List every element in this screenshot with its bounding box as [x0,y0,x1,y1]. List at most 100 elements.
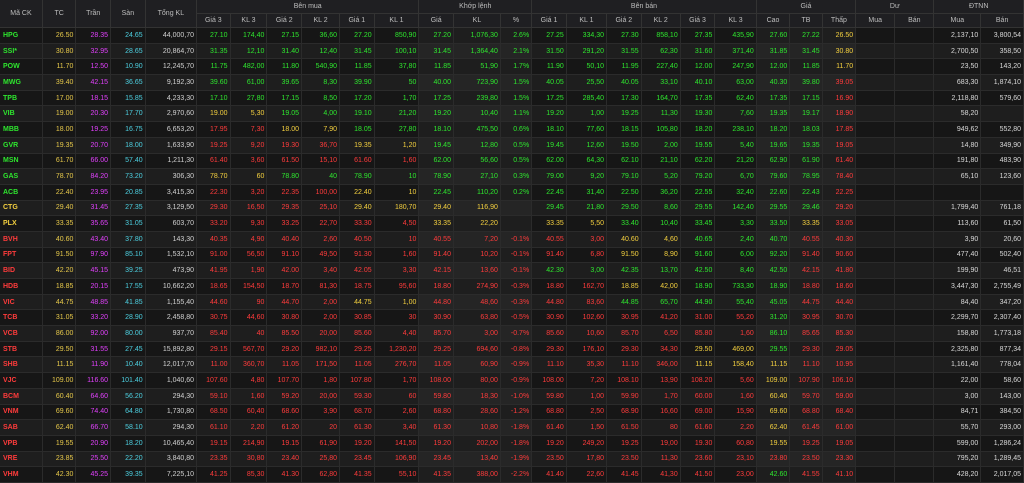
table-row[interactable]: SSI* 30.80 32.95 28.65 20,864,70 31.35 12,10 31… [0,43,1024,60]
symbol-cell[interactable]: BCM [0,388,43,405]
table-row[interactable]: STB 29.50 31.55 27.45 15,892,80 29.15 567,70 29… [0,341,1024,358]
col-high[interactable]: Cao [756,13,791,28]
col-sell-vol-3[interactable]: KL 3 [714,13,757,28]
table-row[interactable]: VIB 19.00 20.30 17.70 2,970,60 19.00 5,30 19.05… [0,105,1024,123]
table-row[interactable]: SAB 62.40 66.70 58.10 294,30 61.10 2,20 61.20 20… [0,419,1024,436]
symbol-cell[interactable]: STB [0,341,43,358]
symbol-cell[interactable]: VNM [0,404,43,421]
table-row[interactable]: VJC 109.00 116.60 101.40 1,040,60 107.60 4,80 1… [0,372,1024,389]
symbol-cell[interactable]: HDB [0,278,43,295]
col-total-volume[interactable]: Tổng KL [145,0,198,28]
col-average[interactable]: TB [789,13,823,28]
symbol-cell[interactable]: PLX [0,215,43,232]
buy-vol-2-cell: 22,70 [301,215,341,232]
col-low[interactable]: Thấp [822,13,857,28]
col-buy-vol-2[interactable]: KL 2 [301,13,341,28]
sell-vol-3-cell: 469,00 [714,341,757,358]
col-foreign-sell[interactable]: Bán [980,13,1024,28]
buy-vol-1-cell: 95,60 [374,278,420,295]
col-symbol[interactable]: Mã CK [0,0,43,28]
col-sell-price-1[interactable]: Giá 1 [531,13,567,28]
col-sell-price-2[interactable]: Giá 2 [606,13,642,28]
symbol-cell[interactable]: GVR [0,137,43,154]
table-row[interactable]: CTG 29.40 31.45 27.35 3,129,50 29.30 16,50 29.3… [0,200,1024,217]
foreign-sell-cell: 1,874,10 [980,74,1024,91]
table-row[interactable]: MSN 61.70 66.00 57.40 1,211,30 61.40 3,60 61.50… [0,153,1024,170]
table-row[interactable]: FPT 91.50 97.90 85.10 1,532,10 91.00 56,50 91.1… [0,247,1024,264]
symbol-cell[interactable]: VCB [0,325,43,342]
table-row[interactable]: HPG 26.50 28.35 24.65 44,000,70 27.10 174,40 27… [0,27,1024,44]
sell-price-2-cell: 33.40 [606,215,642,232]
remaining-sell-cell [894,168,935,185]
col-buy-vol-3[interactable]: KL 3 [230,13,268,28]
table-row[interactable]: ACB 22.40 23.95 20.85 3,415,30 22.30 3,20 22.35… [0,184,1024,201]
ceiling-price-cell: 20.15 [75,278,112,295]
symbol-cell[interactable]: HPG [0,27,43,44]
col-buy-price-1[interactable]: Giá 1 [339,13,375,28]
table-row[interactable]: TCB 31.05 33.20 28.90 2,458,80 30.75 44,60 30.8… [0,309,1024,327]
symbol-cell[interactable]: TCB [0,309,43,327]
symbol-cell[interactable]: TPB [0,90,43,107]
buy-vol-2-cell: 540,90 [301,58,341,76]
col-floor[interactable]: Sàn [110,0,146,28]
col-match-price[interactable]: Giá [418,13,454,28]
table-row[interactable]: HDB 18.85 20.15 17.55 10,662,20 18.65 154,50 18… [0,278,1024,295]
symbol-cell[interactable]: SSI* [0,43,43,60]
symbol-cell[interactable]: VIB [0,105,43,123]
table-row[interactable]: BCM 60.40 64.60 56.20 294,30 59.10 1,60 59.20 20… [0,388,1024,405]
high-price-cell: 18.20 [756,121,791,138]
table-row[interactable]: PLX 33.35 35.65 31.05 603,70 33.20 9,30 33.25 22… [0,215,1024,232]
symbol-cell[interactable]: VIC [0,294,43,311]
col-remaining-buy[interactable]: Mua [855,13,896,28]
symbol-cell[interactable]: GAS [0,168,43,185]
table-row[interactable]: BVH 40.60 43.40 37.80 143,30 40.35 4,90 40.40 2,… [0,231,1024,248]
symbol-cell[interactable]: MBB [0,121,43,138]
ceiling-price-cell: 12.50 [75,58,112,76]
table-row[interactable]: VPB 19.55 20.90 18.20 10,465,40 19.15 214,90 19… [0,435,1024,452]
symbol-cell[interactable]: VRE [0,451,43,468]
table-row[interactable]: POW 11.70 12.50 10.90 12,245,70 11.75 482,00 11… [0,58,1024,76]
ceiling-price-cell: 64.60 [75,388,112,405]
col-remaining-sell[interactable]: Bán [894,13,935,28]
symbol-cell[interactable]: ACB [0,184,43,201]
table-row[interactable]: VRE 23.85 25.50 22.20 3,840,80 23.35 30,80 23.4… [0,451,1024,468]
table-row[interactable]: TPB 17.00 18.15 15.85 4,233,30 17.10 27,80 17.1… [0,90,1024,107]
col-ceiling[interactable]: Trần [75,0,112,28]
symbol-cell[interactable]: VHM [0,466,43,483]
symbol-cell[interactable]: VJC [0,372,43,389]
low-price-cell: 10.95 [822,356,857,374]
sell-price-2-cell: 29.30 [606,341,642,358]
col-sell-vol-1[interactable]: KL 1 [566,13,608,28]
table-row[interactable]: MWG 39.40 42.15 36.65 9,192,30 39.60 61,00 39.6… [0,74,1024,91]
symbol-cell[interactable]: MSN [0,153,43,170]
col-sell-price-3[interactable]: Giá 3 [680,13,716,28]
symbol-cell[interactable]: SHB [0,356,43,374]
table-row[interactable]: BID 42.20 45.15 39.25 473,90 41.95 1,90 42.00 3,… [0,262,1024,279]
match-volume-cell: 56,60 [453,153,501,170]
symbol-cell[interactable]: SAB [0,419,43,436]
col-foreign-buy[interactable]: Mua [933,13,982,28]
symbol-cell[interactable]: FPT [0,247,43,264]
col-buy-price-3[interactable]: Giá 3 [196,13,231,28]
symbol-cell[interactable]: CTG [0,200,43,217]
table-row[interactable]: VIC 44.75 48.85 41.85 1,155,40 44.60 90 44.70 2,… [0,294,1024,311]
symbol-cell[interactable]: BID [0,262,43,279]
symbol-cell[interactable]: MWG [0,74,43,91]
col-buy-vol-1[interactable]: KL 1 [374,13,420,28]
table-row[interactable]: VCB 86.00 92.00 80.00 937,70 85.40 40 85.50 20,0… [0,325,1024,342]
table-row[interactable]: VHM 42.30 45.25 39.35 7,225,10 41.25 85,30 41.3… [0,466,1024,483]
symbol-cell[interactable]: POW [0,58,43,76]
sell-vol-1-cell: 285,40 [566,90,608,107]
table-row[interactable]: GVR 19.35 20.70 18.00 1,633,90 19.25 9,20 19.30… [0,137,1024,154]
symbol-cell[interactable]: VPB [0,435,43,452]
col-match-percent[interactable]: % [500,13,533,28]
symbol-cell[interactable]: BVH [0,231,43,248]
col-match-volume[interactable]: KL [453,13,501,28]
table-row[interactable]: SHB 11.15 11.90 10.40 12,017,70 11.00 360,70 11… [0,356,1024,374]
table-row[interactable]: MBB 18.00 19.25 16.75 6,653,20 17.95 7,30 18.00… [0,121,1024,138]
table-row[interactable]: GAS 78.70 84.20 73.20 306,30 78.70 60 78.80 40 78… [0,168,1024,185]
col-sell-vol-2[interactable]: KL 2 [641,13,681,28]
col-buy-price-2[interactable]: Giá 2 [266,13,303,28]
table-row[interactable]: VNM 69.60 74.40 64.80 1,730,80 68.50 60,40 68.6… [0,404,1024,421]
col-reference[interactable]: TC [42,0,77,28]
